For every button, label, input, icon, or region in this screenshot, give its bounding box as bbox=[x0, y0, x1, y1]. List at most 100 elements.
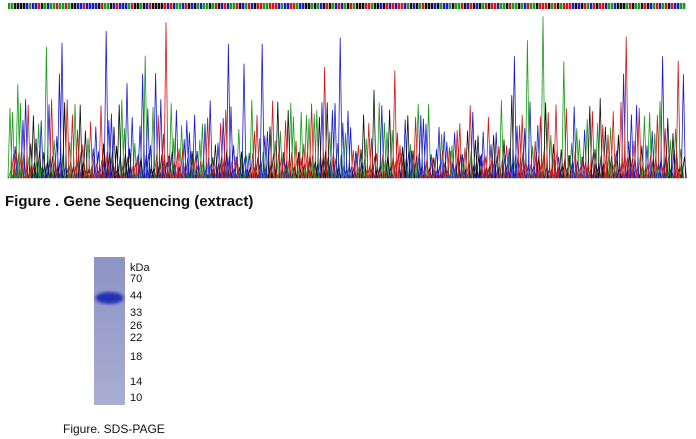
base-call bbox=[500, 3, 503, 9]
base-call bbox=[83, 3, 86, 9]
base-call bbox=[428, 3, 431, 9]
base-call bbox=[185, 3, 188, 9]
base-call bbox=[680, 3, 683, 9]
base-call bbox=[533, 3, 536, 9]
base-call bbox=[668, 3, 671, 9]
base-call bbox=[683, 3, 686, 9]
base-call bbox=[575, 3, 578, 9]
base-call bbox=[89, 3, 92, 9]
base-call bbox=[125, 3, 128, 9]
base-call bbox=[206, 3, 209, 9]
base-call bbox=[287, 3, 290, 9]
base-call bbox=[218, 3, 221, 9]
base-call bbox=[74, 3, 77, 9]
base-call bbox=[242, 3, 245, 9]
base-call bbox=[362, 3, 365, 9]
base-call bbox=[485, 3, 488, 9]
base-call bbox=[290, 3, 293, 9]
base-call bbox=[611, 3, 614, 9]
base-call bbox=[509, 3, 512, 9]
base-call bbox=[470, 3, 473, 9]
marker-label: 70 bbox=[130, 273, 142, 285]
base-call bbox=[608, 3, 611, 9]
base-call bbox=[161, 3, 164, 9]
base-call bbox=[467, 3, 470, 9]
base-call bbox=[497, 3, 500, 9]
base-call bbox=[65, 3, 68, 9]
base-call bbox=[629, 3, 632, 9]
base-call bbox=[554, 3, 557, 9]
base-call bbox=[521, 3, 524, 9]
base-call bbox=[128, 3, 131, 9]
base-call bbox=[278, 3, 281, 9]
base-call bbox=[56, 3, 59, 9]
base-call bbox=[149, 3, 152, 9]
base-call bbox=[179, 3, 182, 9]
base-call bbox=[602, 3, 605, 9]
base-call bbox=[215, 3, 218, 9]
base-call bbox=[557, 3, 560, 9]
base-call bbox=[311, 3, 314, 9]
base-call bbox=[515, 3, 518, 9]
base-call bbox=[386, 3, 389, 9]
base-call bbox=[14, 3, 17, 9]
base-call bbox=[284, 3, 287, 9]
base-call bbox=[44, 3, 47, 9]
base-call bbox=[638, 3, 641, 9]
base-call bbox=[449, 3, 452, 9]
base-call bbox=[191, 3, 194, 9]
base-call bbox=[29, 3, 32, 9]
base-call bbox=[647, 3, 650, 9]
gel-band bbox=[95, 292, 124, 304]
base-call bbox=[194, 3, 197, 9]
base-call bbox=[392, 3, 395, 9]
base-call bbox=[146, 3, 149, 9]
base-call bbox=[530, 3, 533, 9]
base-call bbox=[545, 3, 548, 9]
base-call bbox=[221, 3, 224, 9]
base-call bbox=[401, 3, 404, 9]
base-call bbox=[569, 3, 572, 9]
base-call bbox=[11, 3, 14, 9]
marker-label: 14 bbox=[130, 376, 142, 388]
base-call bbox=[446, 3, 449, 9]
base-call bbox=[383, 3, 386, 9]
base-call bbox=[587, 3, 590, 9]
base-call bbox=[254, 3, 257, 9]
base-call bbox=[143, 3, 146, 9]
base-call bbox=[494, 3, 497, 9]
base-call bbox=[47, 3, 50, 9]
base-call bbox=[476, 3, 479, 9]
base-call bbox=[596, 3, 599, 9]
base-call bbox=[359, 3, 362, 9]
base-call bbox=[233, 3, 236, 9]
base-call bbox=[248, 3, 251, 9]
base-call bbox=[614, 3, 617, 9]
base-call bbox=[272, 3, 275, 9]
sequence-strip bbox=[8, 3, 686, 9]
marker-label: 33 bbox=[130, 307, 142, 319]
base-call bbox=[101, 3, 104, 9]
base-call bbox=[140, 3, 143, 9]
base-call bbox=[170, 3, 173, 9]
marker-label: 18 bbox=[130, 351, 142, 363]
figure-caption: Figure. SDS-PAGE bbox=[63, 422, 165, 436]
base-call bbox=[437, 3, 440, 9]
base-call bbox=[122, 3, 125, 9]
base-call bbox=[419, 3, 422, 9]
base-call bbox=[197, 3, 200, 9]
base-call bbox=[413, 3, 416, 9]
chromatogram bbox=[7, 16, 687, 179]
base-call bbox=[23, 3, 26, 9]
marker-label: 10 bbox=[130, 392, 142, 404]
base-call bbox=[320, 3, 323, 9]
base-call bbox=[323, 3, 326, 9]
base-call bbox=[137, 3, 140, 9]
base-call bbox=[95, 3, 98, 9]
base-call bbox=[503, 3, 506, 9]
base-call bbox=[416, 3, 419, 9]
base-call bbox=[269, 3, 272, 9]
base-call bbox=[17, 3, 20, 9]
base-call bbox=[410, 3, 413, 9]
